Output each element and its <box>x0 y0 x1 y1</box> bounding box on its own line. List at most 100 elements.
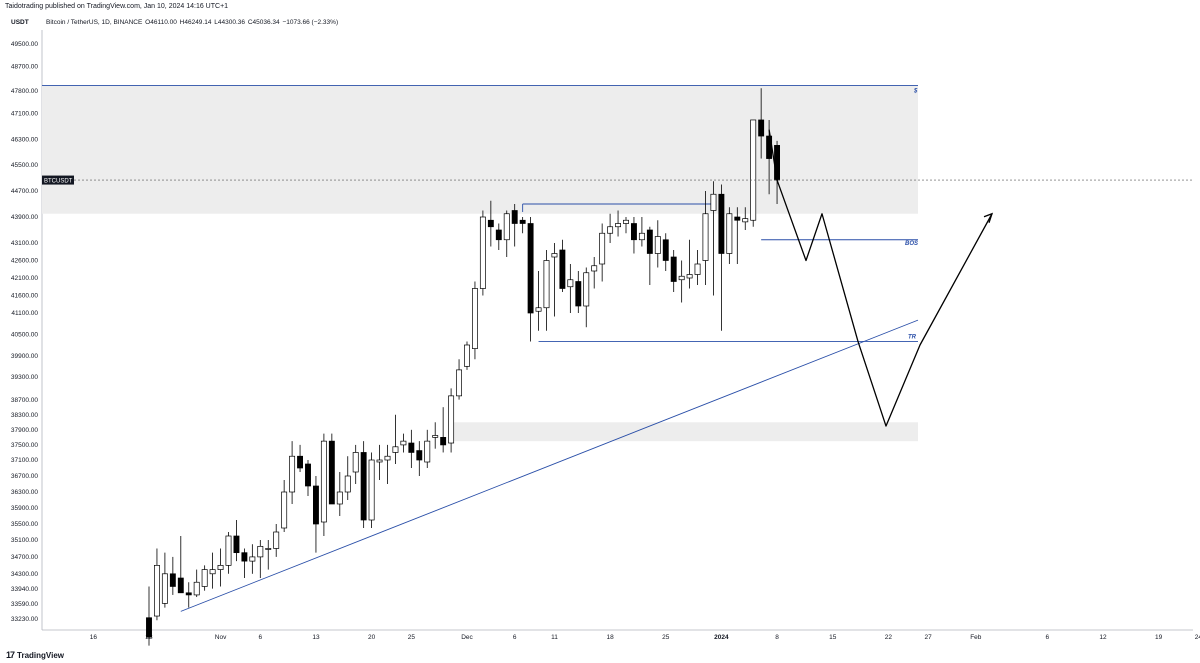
candle-body <box>297 455 304 469</box>
candle-body <box>527 223 534 314</box>
y-tick-label: 36700.00 <box>11 473 38 480</box>
supply-zone <box>42 85 918 214</box>
price-tag-label: BTCUSDT <box>44 178 73 184</box>
price-tag-box <box>42 175 74 185</box>
projection-arrowhead <box>983 212 994 223</box>
x-tick-label: 2024 <box>714 634 729 641</box>
y-tick-label: 33230.00 <box>11 616 38 623</box>
candle-body <box>551 253 558 258</box>
lines-layer: $ BOS TR <box>42 85 919 612</box>
candle-body <box>511 210 518 224</box>
candle-body <box>257 545 264 558</box>
x-tick-label: Nov <box>215 634 227 641</box>
x-tick-label: Feb <box>970 634 982 641</box>
candle-body <box>376 459 383 463</box>
candle-body <box>750 119 757 221</box>
overlay-layer: BTCUSDT <box>42 129 1193 427</box>
candle-body <box>209 569 216 575</box>
symbol-description: Bitcoin / TetherUS, 1D, BINANCE <box>46 19 143 26</box>
candle-body <box>607 226 614 234</box>
x-tick-label: 20 <box>368 634 376 641</box>
y-tick-label: 35500.00 <box>11 521 38 528</box>
x-tick-label: 13 <box>312 634 320 641</box>
tradingview-brand: 17 TradingView <box>6 650 64 660</box>
x-tick-label: 6 <box>513 634 517 641</box>
candle-body <box>448 395 455 444</box>
candle-body <box>289 455 296 493</box>
candle-body <box>241 552 248 562</box>
x-tick-label: 15 <box>829 634 837 641</box>
candle-body <box>400 440 407 446</box>
y-tick-label: 44700.00 <box>11 188 38 195</box>
candle-body <box>185 592 192 596</box>
candle-body <box>623 219 629 224</box>
x-tick-label: 18 <box>606 634 614 641</box>
candle-body <box>169 573 176 587</box>
candle-body <box>591 265 598 272</box>
y-tick-label: 42100.00 <box>11 275 38 282</box>
candle-body <box>360 452 367 521</box>
y-tick-label: 34300.00 <box>11 571 38 578</box>
candle-body <box>726 213 733 254</box>
brand-text: TradingView <box>17 650 64 660</box>
y-tick-label: 38700.00 <box>11 397 38 404</box>
candle-body <box>344 475 351 493</box>
candle-body <box>408 442 415 453</box>
x-tick-label: 25 <box>408 634 416 641</box>
candle-body <box>559 249 566 289</box>
open-value: O46110.00 <box>145 19 177 26</box>
candle-body <box>487 219 494 228</box>
y-tick-label: 40500.00 <box>11 332 38 339</box>
y-tick-label: 33590.00 <box>11 601 38 608</box>
x-axis: 1623Nov6132025Dec611182520248152227Feb61… <box>42 629 1200 641</box>
candle-body <box>662 239 669 261</box>
y-tick-label: 36300.00 <box>11 489 38 496</box>
candle-body <box>758 119 765 137</box>
y-tick-label: 39900.00 <box>11 353 38 360</box>
close-value: C45036.34 <box>247 19 280 26</box>
y-tick-label: 41600.00 <box>11 293 38 300</box>
candle-body <box>154 564 160 617</box>
y-tick-label: 45500.00 <box>11 162 38 169</box>
y-tick-label: 33940.00 <box>11 586 38 593</box>
demand-zone <box>451 422 918 442</box>
candle-body <box>456 369 463 397</box>
x-tick-label: Dec <box>461 634 473 641</box>
x-tick-label: 24 <box>1195 634 1200 641</box>
level-label-tr: TR <box>908 334 917 340</box>
candle-body <box>694 263 701 275</box>
candle-body <box>416 450 423 461</box>
candle-body <box>742 218 749 223</box>
y-tick-label: 48700.00 <box>11 63 38 70</box>
candle-body <box>320 440 327 523</box>
candle-body <box>472 288 478 349</box>
candle-body <box>313 485 319 525</box>
x-tick-label: 19 <box>1155 634 1163 641</box>
candle-body <box>368 459 375 521</box>
y-tick-label: 47800.00 <box>11 88 38 95</box>
symbol-legend: Bitcoin / TetherUS, 1D, BINANCE O46110.0… <box>46 19 339 26</box>
y-tick-label: 38300.00 <box>11 412 38 419</box>
candle-body <box>567 279 574 288</box>
candle-body <box>615 223 622 228</box>
y-tick-label: 42600.00 <box>11 258 38 265</box>
candle-body <box>495 229 502 241</box>
high-value: H46249.14 <box>179 19 212 26</box>
candle-body <box>161 573 168 604</box>
candle-body <box>678 275 685 281</box>
candle-body <box>273 531 280 549</box>
candle-body <box>710 193 717 211</box>
candle-body <box>193 581 200 596</box>
y-tick-label: 43100.00 <box>11 240 38 247</box>
y-tick-label: 41100.00 <box>11 310 38 317</box>
candle-body <box>718 193 725 254</box>
y-tick-label: 37500.00 <box>11 442 38 449</box>
publish-info: Taidotrading published on TradingView.co… <box>5 3 229 10</box>
trendline <box>180 319 919 612</box>
x-tick-label: 22 <box>885 634 893 641</box>
candle-body <box>392 446 399 453</box>
candle-body <box>702 213 709 261</box>
low-value: L44300.36 <box>214 19 246 26</box>
candle-body <box>774 145 781 181</box>
